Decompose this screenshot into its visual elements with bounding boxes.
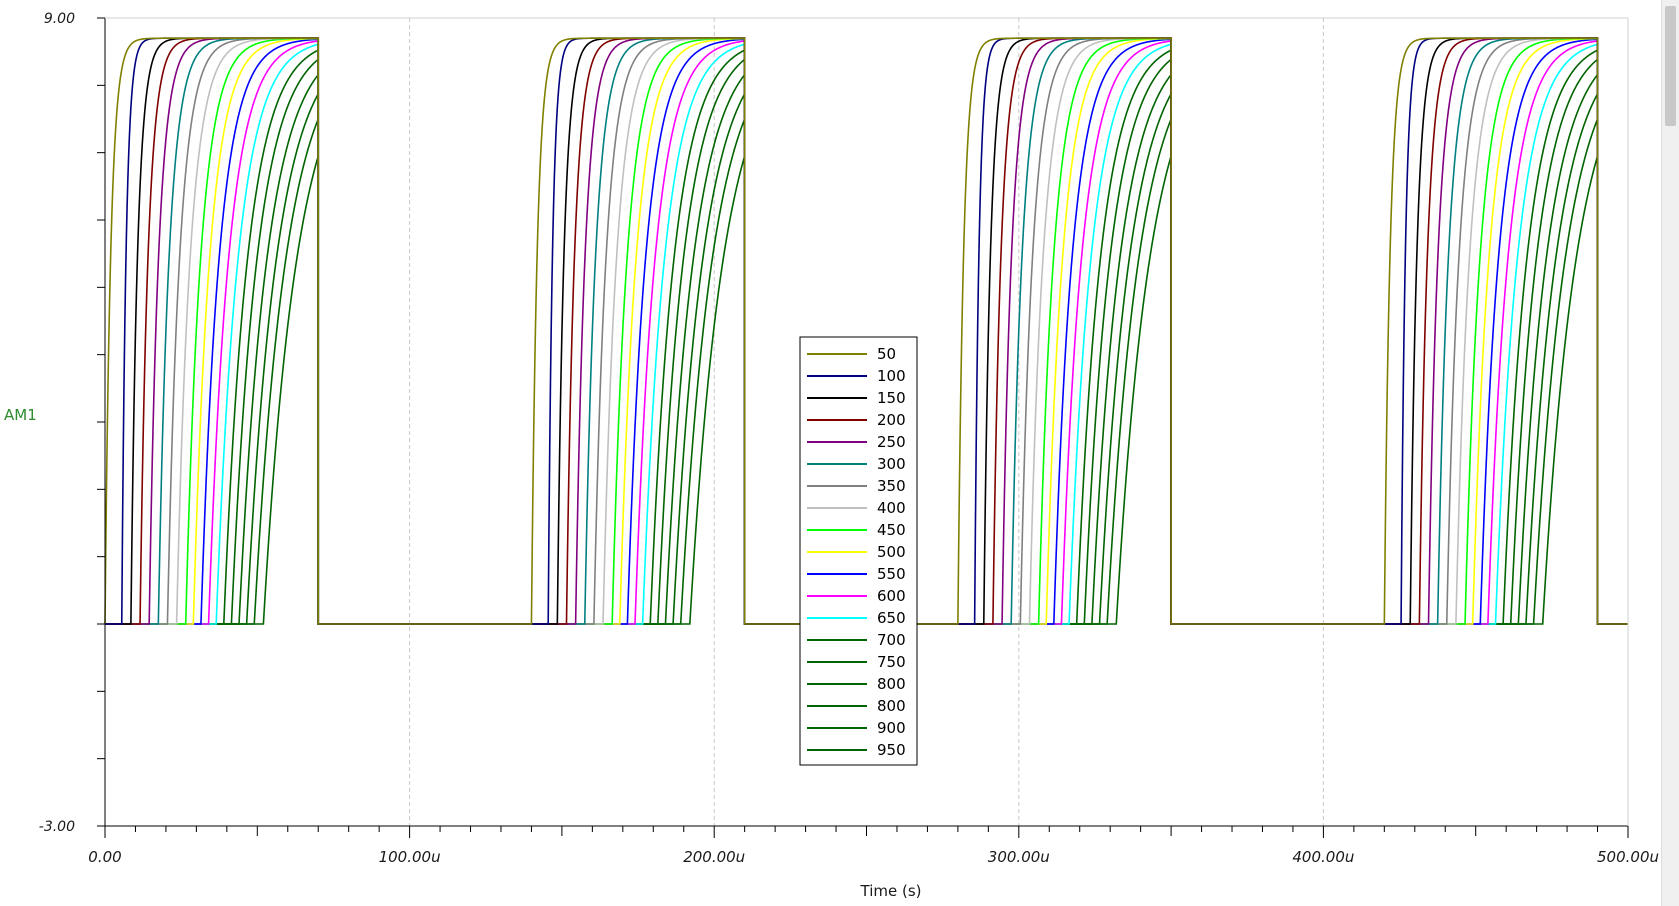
y-tick-label-1: -3.00 (39, 819, 75, 835)
x-tick-label-0: 0.00 (88, 848, 121, 866)
legend-label-11: 600 (877, 587, 906, 605)
axes (97, 17, 1629, 838)
legend-label-16: 800 (877, 697, 906, 715)
x-tick-label-5: 500.00u (1597, 848, 1659, 866)
legend-label-13: 700 (877, 631, 906, 649)
legend-label-1: 100 (877, 367, 906, 385)
legend-label-8: 450 (877, 521, 906, 539)
legend-label-3: 200 (877, 411, 906, 429)
legend-label-14: 750 (877, 653, 906, 671)
x-tick-label-3: 300.00u (988, 848, 1050, 866)
scrollbar-thumb[interactable] (1665, 6, 1676, 126)
legend-label-17: 900 (877, 719, 906, 737)
legend-label-15: 800 (877, 675, 906, 693)
vertical-scrollbar[interactable] (1661, 0, 1679, 906)
legend-label-10: 550 (877, 565, 906, 583)
legend-label-5: 300 (877, 455, 906, 473)
legend-label-0: 50 (877, 345, 896, 363)
y-axis-label: AM1 (4, 406, 37, 424)
legend-label-6: 350 (877, 477, 906, 495)
x-tick-label-4: 400.00u (1292, 848, 1354, 866)
axis-labels: AM1 Time (s) 9.00 -3.00 0.00 100.00u 200.00u… (4, 11, 1659, 900)
y-tick-label-0: 9.00 (44, 11, 75, 27)
x-axis-label: Time (s) (860, 882, 922, 900)
legend-label-2: 150 (877, 389, 906, 407)
legend: 50 100 150 200 250 300 350 400 450 500 550 600 650 70… (799, 336, 918, 766)
x-tick-label-1: 100.00u (379, 848, 441, 866)
x-tick-label-2: 200.00u (683, 848, 745, 866)
legend-label-12: 650 (877, 609, 906, 627)
legend-label-4: 250 (877, 433, 906, 451)
legend-label-9: 500 (877, 543, 906, 561)
legend-label-7: 400 (877, 499, 906, 517)
legend-label-18: 950 (877, 741, 906, 759)
